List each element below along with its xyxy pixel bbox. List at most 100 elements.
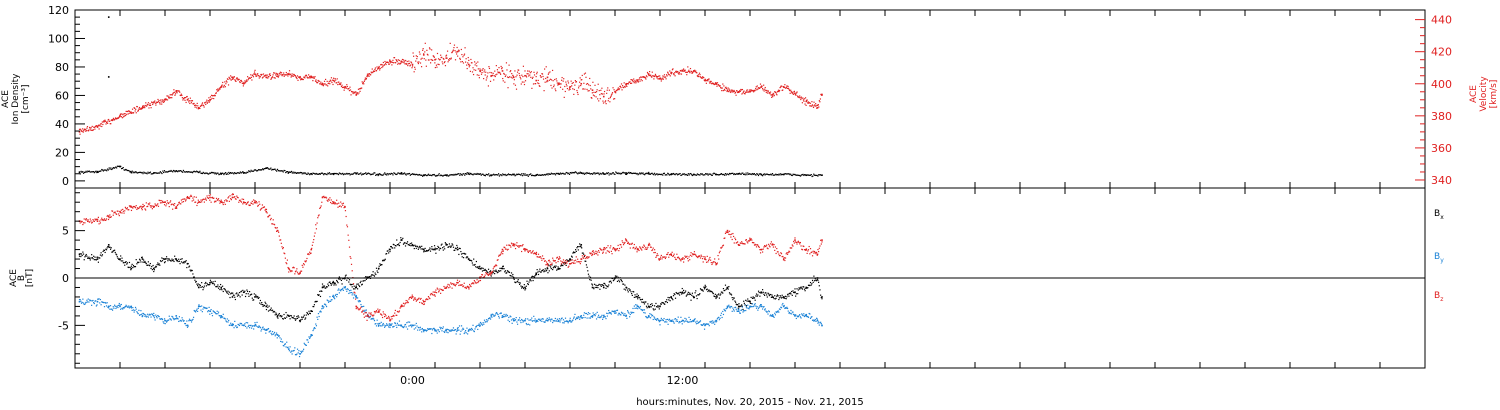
data-point — [491, 316, 493, 318]
data-point — [344, 275, 347, 277]
data-point — [772, 92, 774, 95]
data-point — [486, 271, 488, 273]
data-point — [708, 173, 710, 175]
data-point — [811, 316, 813, 318]
data-point — [185, 101, 187, 104]
data-point — [810, 105, 812, 107]
data-point — [679, 172, 681, 175]
data-point — [197, 171, 200, 174]
data-point — [228, 171, 230, 174]
data-point — [454, 49, 456, 52]
data-point — [576, 89, 578, 92]
data-point — [474, 61, 476, 63]
data-point — [629, 316, 631, 318]
data-point — [725, 87, 728, 90]
data-point — [196, 204, 198, 207]
data-point — [812, 105, 814, 107]
data-point — [209, 194, 212, 196]
data-point — [492, 72, 494, 74]
data-point — [454, 59, 457, 61]
data-point — [109, 120, 111, 122]
data-point — [447, 332, 449, 334]
data-point — [584, 316, 586, 319]
data-point — [743, 302, 745, 304]
data-point — [385, 324, 387, 327]
data-point — [159, 264, 161, 266]
data-point — [509, 76, 511, 78]
data-point — [656, 319, 658, 321]
data-point — [307, 172, 309, 174]
data-point — [127, 169, 129, 172]
data-point — [320, 172, 322, 175]
data-point — [174, 203, 176, 205]
data-point — [144, 208, 146, 210]
data-point — [405, 62, 407, 65]
data-point — [589, 84, 591, 87]
data-point — [492, 272, 494, 274]
data-point — [579, 318, 581, 320]
data-point — [695, 321, 697, 323]
data-point — [539, 174, 541, 176]
data-point — [276, 168, 279, 170]
data-point — [790, 173, 792, 175]
data-point — [212, 172, 214, 174]
data-point — [262, 76, 264, 78]
data-point — [425, 174, 427, 176]
data-point — [568, 173, 571, 175]
data-point — [710, 321, 712, 323]
data-point — [797, 174, 799, 176]
data-point — [160, 318, 162, 320]
data-point — [501, 68, 503, 70]
data-point — [112, 214, 114, 216]
data-point — [330, 282, 332, 285]
data-point — [561, 264, 563, 266]
data-point — [473, 69, 475, 71]
data-point — [414, 244, 416, 246]
data-point — [167, 95, 169, 97]
data-point — [323, 306, 325, 308]
data-point — [484, 175, 486, 177]
data-point — [525, 285, 527, 287]
data-point — [305, 317, 307, 319]
data-point — [194, 279, 196, 281]
data-point — [509, 70, 511, 73]
data-point — [691, 174, 694, 177]
data-point — [403, 172, 406, 174]
data-point — [246, 201, 249, 204]
data-point — [694, 292, 696, 294]
data-point — [242, 203, 244, 205]
data-point — [659, 305, 661, 308]
data-point — [678, 322, 680, 324]
data-point — [132, 307, 134, 309]
data-point — [157, 315, 160, 317]
data-point — [96, 170, 99, 173]
data-point — [464, 331, 466, 333]
data-point — [457, 327, 459, 329]
data-point — [568, 259, 571, 261]
data-point — [814, 174, 816, 176]
data-point — [223, 202, 225, 204]
data-point — [639, 173, 642, 175]
data-point — [107, 218, 110, 221]
data-point — [382, 61, 384, 64]
data-point — [529, 173, 531, 176]
data-point — [370, 74, 372, 76]
data-point — [176, 204, 178, 207]
data-point — [479, 325, 481, 327]
data-point — [748, 91, 750, 93]
data-point — [380, 174, 383, 176]
data-point — [800, 96, 802, 98]
data-point — [332, 172, 335, 175]
data-point — [277, 76, 279, 78]
data-point — [246, 289, 248, 291]
data-point — [168, 258, 170, 260]
data-point — [215, 92, 217, 94]
data-point — [321, 84, 323, 86]
data-point — [614, 312, 617, 314]
data-point — [732, 90, 735, 92]
data-point — [340, 85, 343, 88]
data-point — [635, 79, 637, 81]
data-point — [83, 218, 85, 220]
data-point — [712, 292, 714, 295]
data-point — [465, 173, 467, 175]
